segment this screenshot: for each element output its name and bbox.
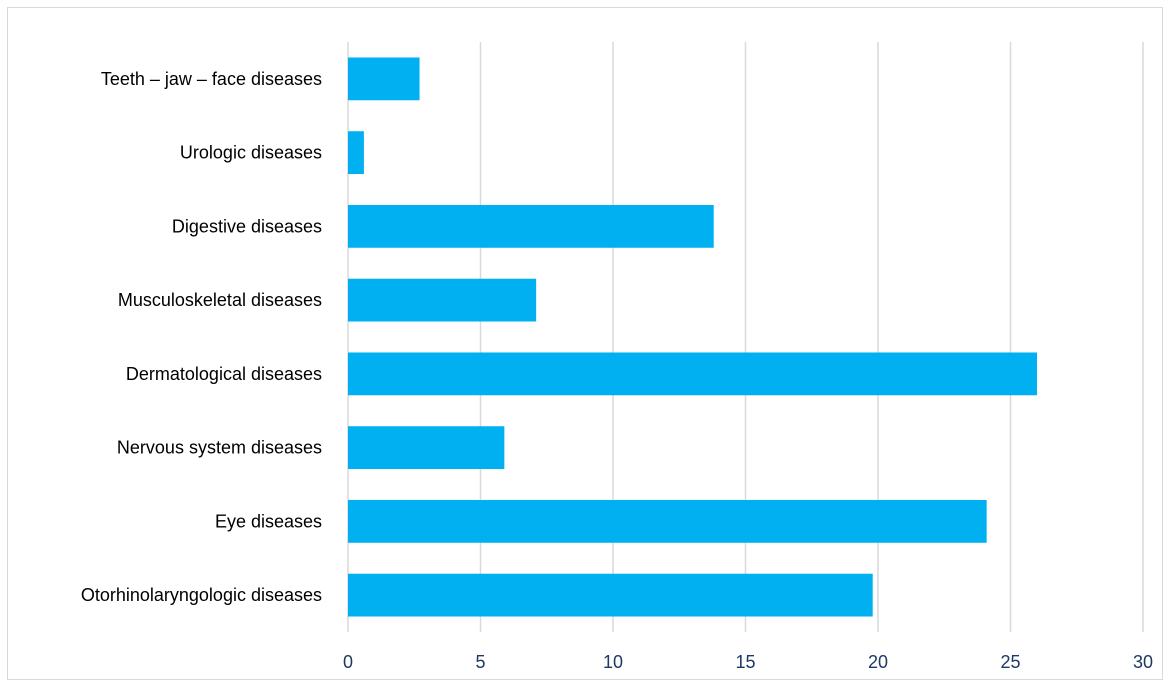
x-tick-label: 5 [475,652,485,672]
bar [348,573,873,617]
bar [348,499,987,543]
category-label: Otorhinolaryngologic diseases [81,585,322,605]
bar-layer [348,57,1037,617]
category-label: Eye diseases [215,511,322,531]
x-tick-label: 0 [343,652,353,672]
tick-label-layer: 0 5 10 15 20 25 30 [343,652,1153,672]
bar [348,57,420,101]
x-tick-label: 25 [1000,652,1020,672]
x-tick-label: 30 [1133,652,1153,672]
bar [348,352,1037,396]
x-tick-label: 10 [603,652,623,672]
category-label: Digestive diseases [172,216,322,236]
category-label-layer: Teeth – jaw – face diseases Urologic dise… [81,69,322,605]
category-label: Teeth – jaw – face diseases [101,69,322,89]
x-tick-label: 15 [735,652,755,672]
x-tick-label: 20 [868,652,888,672]
bar [348,278,537,322]
bar [348,131,364,175]
category-label: Dermatological diseases [126,364,322,384]
bar [348,426,505,470]
grid-layer [347,42,1144,632]
category-label: Musculoskeletal diseases [118,290,322,310]
category-label: Urologic diseases [180,143,322,163]
bar [348,204,714,248]
category-label: Nervous system diseases [117,438,322,458]
chart-frame [7,7,1163,680]
